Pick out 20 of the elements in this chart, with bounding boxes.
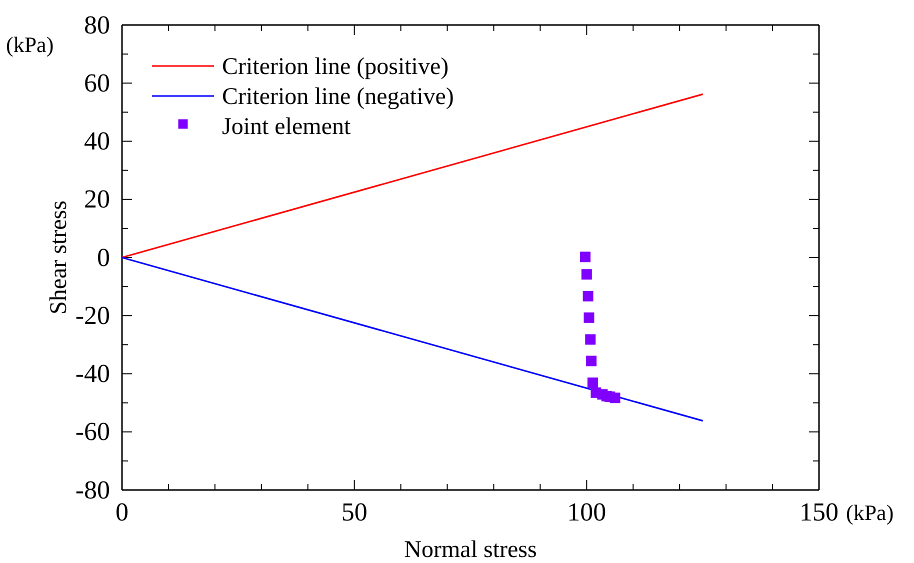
x-tick-label: 0 (116, 497, 128, 526)
legend-label: Criterion line (negative) (222, 84, 454, 110)
y-tick-label: 40 (84, 126, 110, 156)
x-tick-label: 150 (800, 497, 838, 526)
y-tick-label: 20 (84, 184, 110, 214)
y-tick-label: 60 (84, 68, 110, 98)
y-tick-label: 0 (97, 242, 110, 272)
y-tick-label: -40 (75, 359, 110, 388)
x-axis-title: Normal stress (404, 537, 537, 563)
x-tick-label: 50 (341, 497, 368, 526)
y-axis-title: Shear stress (46, 200, 72, 314)
text: (kPa) (6, 32, 54, 57)
y-tick-label: 80 (84, 10, 110, 40)
x-tick-label: 100 (567, 497, 606, 526)
y-tick-label: -80 (75, 475, 110, 504)
text: (kPa) (846, 500, 894, 525)
legend-label: Criterion line (positive) (222, 54, 449, 80)
y-tick-label: -20 (75, 300, 110, 330)
y-tick-label: -60 (75, 417, 110, 446)
legend-label: Joint element (222, 114, 351, 140)
